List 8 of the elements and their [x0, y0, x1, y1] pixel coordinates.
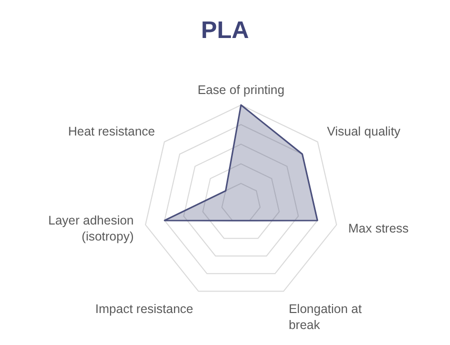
spoke-label: Max stress	[348, 221, 409, 236]
spoke-label: Impact resistance	[95, 302, 194, 316]
spoke-label: Elongation at break	[288, 302, 362, 332]
spoke-label: Layer adhesion (isotropy)	[48, 213, 134, 244]
chart-title: PLA	[201, 17, 249, 44]
spoke-label: Visual quality	[327, 124, 402, 138]
spoke-label: Heat resistance	[68, 124, 156, 138]
spoke-label: Ease of printing	[198, 83, 284, 97]
